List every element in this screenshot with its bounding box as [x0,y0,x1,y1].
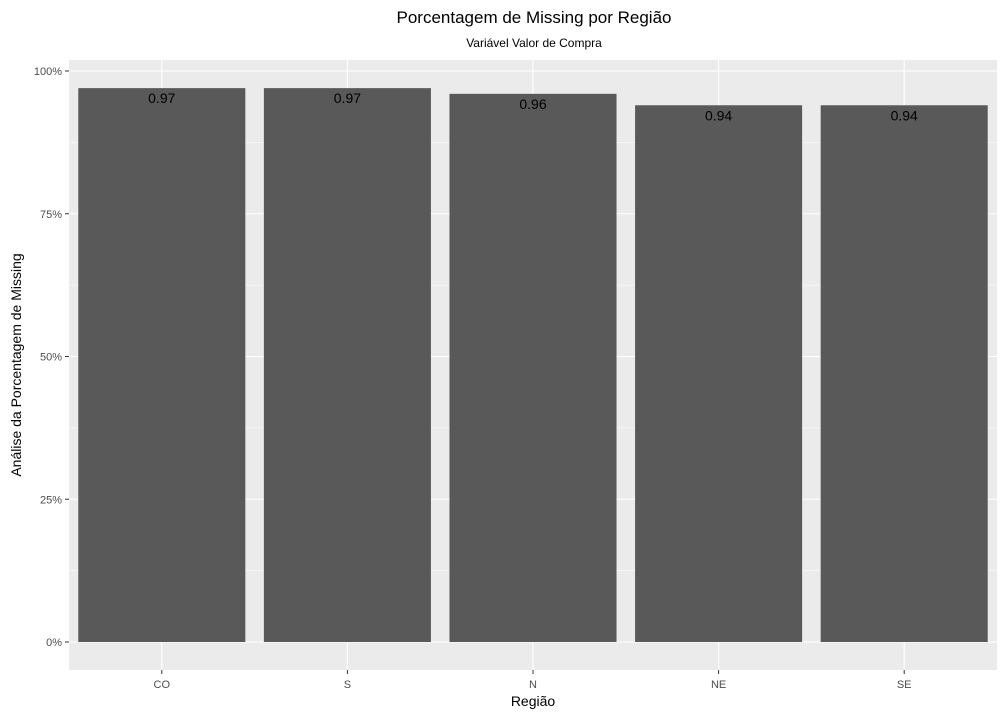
bar-co [78,88,246,642]
x-tick-label: CO [154,679,171,691]
x-tick-label: SE [897,679,912,691]
y-tick-label: 50% [40,352,62,364]
y-tick-label: 75% [40,209,62,221]
bar-ne [635,105,803,642]
y-axis-title: Análise da Porcentagem de Missing [8,253,24,476]
chart-subtitle: Variável Valor de Compra [466,36,602,50]
data-label-n: 0.96 [519,96,546,112]
data-label-co: 0.97 [148,90,175,106]
data-label-s: 0.97 [334,90,361,106]
bar-se [820,105,988,642]
x-tick-label: S [344,679,351,691]
y-tick-label: 100% [34,66,62,78]
x-tick-label: N [529,679,537,691]
x-tick-label: NE [711,679,726,691]
y-tick-label: 25% [40,494,62,506]
bar-n [449,93,617,643]
x-axis: CO S N NE SE [154,670,912,691]
data-labels-group: 0.97 0.97 0.96 0.94 0.94 [148,90,918,123]
data-label-se: 0.94 [891,107,918,123]
data-label-ne: 0.94 [705,107,732,123]
bar-s [263,88,431,642]
y-tick-label: 0% [46,637,62,649]
x-axis-title: Região [511,693,556,709]
y-axis: 0% 25% 50% 75% 100% [34,66,69,649]
chart-title: Porcentagem de Missing por Região [397,8,672,27]
bars-group [78,88,988,643]
